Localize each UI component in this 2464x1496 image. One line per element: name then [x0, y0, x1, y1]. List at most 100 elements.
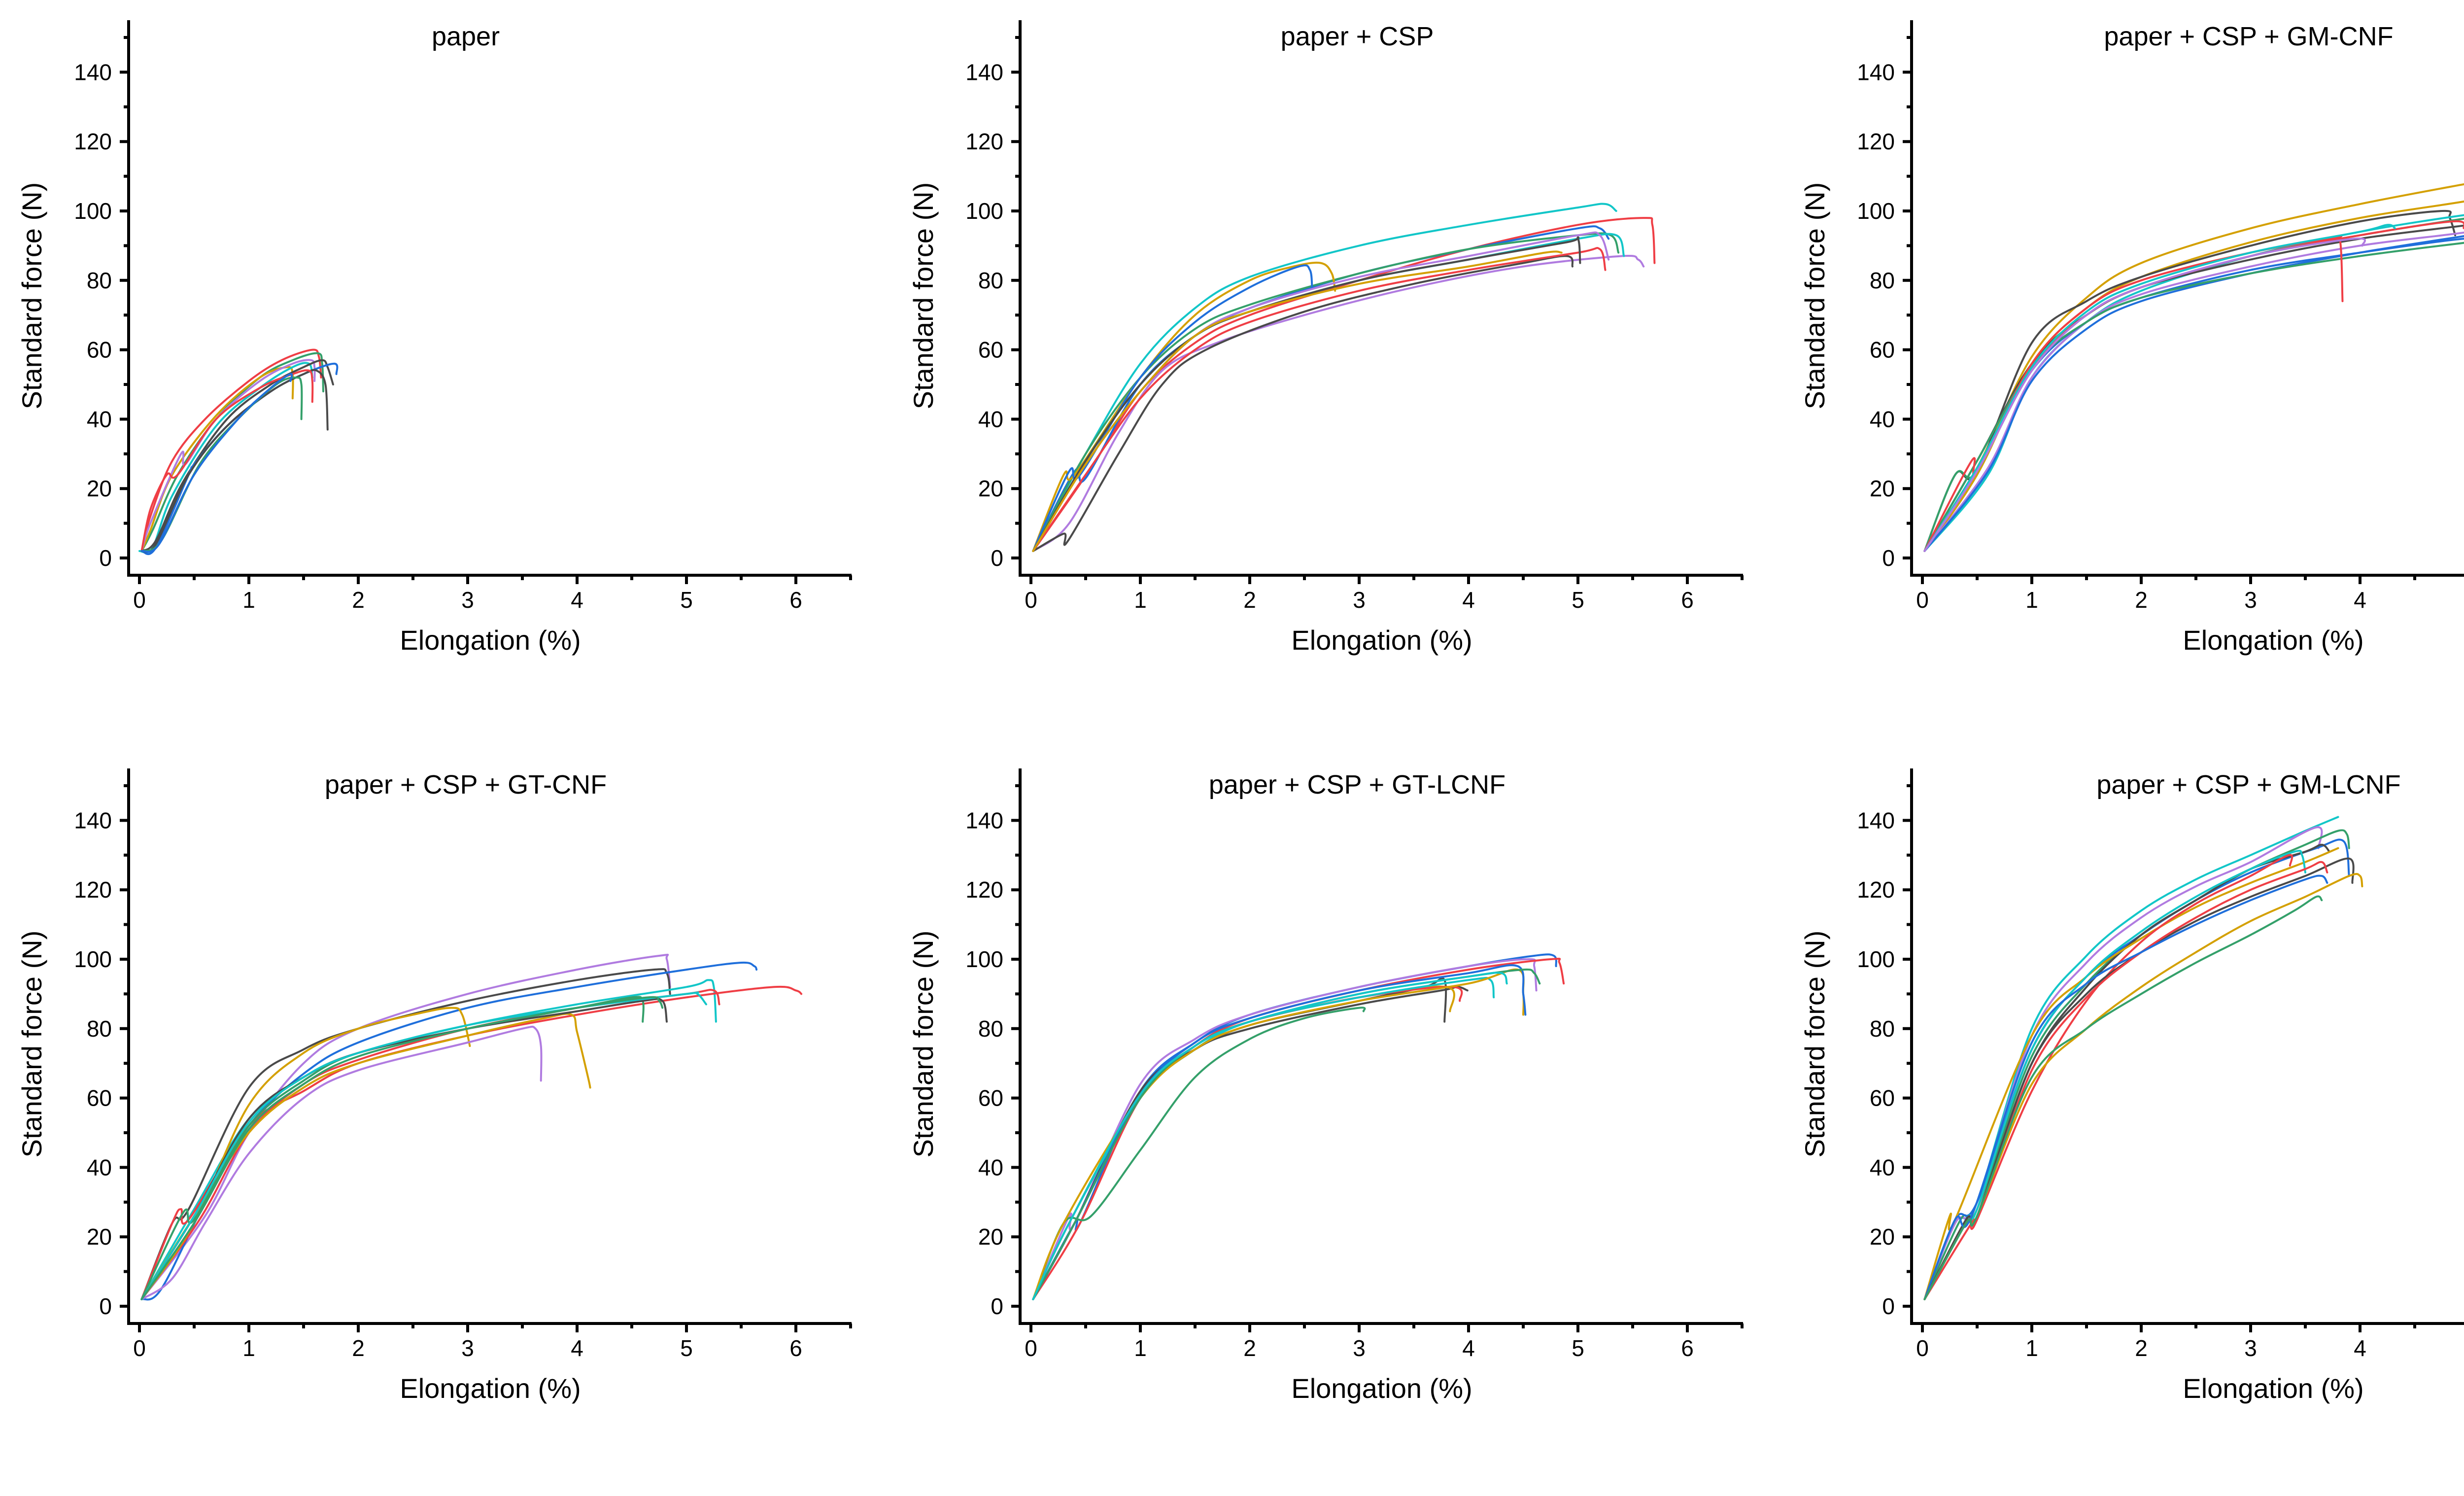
curves-group: [138, 348, 339, 556]
chart-title: paper + CSP + GM-LCNF: [2096, 770, 2400, 800]
series-line: [1032, 236, 1581, 552]
y-tick-label: 140: [965, 59, 1003, 85]
y-axis-label: Standard force (N): [908, 931, 939, 1158]
y-tick-label: 100: [1857, 946, 1895, 972]
y-tick-label: 60: [1870, 337, 1895, 363]
y-tick-label: 20: [1870, 1224, 1895, 1250]
series-line: [1923, 235, 2344, 552]
series-line: [1032, 225, 1610, 552]
series-line: [1923, 829, 2350, 1300]
x-axis-label: Elongation (%): [400, 625, 581, 656]
series-line: [1032, 985, 1455, 1300]
x-tick-label: 5: [1572, 1335, 1584, 1361]
y-tick-label: 80: [87, 1016, 112, 1042]
series-line: [1032, 986, 1463, 1300]
x-tick-label: 1: [2025, 587, 2038, 613]
curves-group: [1923, 816, 2363, 1300]
x-tick-label: 2: [2135, 1335, 2148, 1361]
x-tick-label: 1: [2025, 1335, 2038, 1361]
y-tick-label: 0: [99, 1293, 112, 1319]
series-line: [1923, 826, 2323, 1300]
x-tick-label: 3: [2244, 587, 2257, 613]
x-tick-label: 2: [2135, 587, 2148, 613]
x-tick-label: 5: [2463, 587, 2464, 613]
series-line: [1032, 977, 1447, 1300]
y-tick-label: 120: [74, 877, 112, 903]
x-tick-label: 1: [242, 1335, 255, 1361]
y-axis-label: Standard force (N): [16, 931, 47, 1158]
y-tick-label: 0: [1882, 1293, 1895, 1319]
series-line: [1923, 849, 2306, 1300]
series-line: [140, 979, 717, 1300]
x-tick-label: 0: [1916, 1335, 1929, 1361]
y-axis-label: Standard force (N): [1799, 931, 1830, 1158]
series-line: [140, 366, 294, 552]
y-tick-label: 40: [87, 406, 112, 432]
x-axis-label: Elongation (%): [1291, 625, 1472, 656]
x-tick-label: 0: [1025, 1335, 1037, 1361]
series-line: [1923, 854, 2293, 1300]
y-tick-label: 120: [1857, 877, 1895, 903]
y-tick-label: 80: [978, 1016, 1003, 1042]
chart-panel: paper + CSP + GM-CNF 0 20 40 60 80 100 120 140 0 1…: [1799, 20, 2464, 656]
chart-title: paper + CSP: [1281, 22, 1434, 51]
curves-group: [1923, 183, 2464, 552]
series-line: [140, 996, 664, 1300]
x-tick-label: 6: [1681, 587, 1694, 613]
x-tick-label: 4: [571, 1335, 583, 1361]
series-line: [1923, 209, 2457, 552]
y-tick-label: 100: [74, 198, 112, 224]
series-line: [140, 1025, 543, 1300]
x-tick-label: 3: [1353, 1335, 1366, 1361]
x-tick-label: 5: [680, 1335, 693, 1361]
y-tick-label: 0: [1882, 545, 1895, 571]
series-line: [1923, 874, 2328, 1300]
chart-title: paper + CSP + GT-LCNF: [1209, 770, 1506, 800]
y-tick-label: 20: [87, 1224, 112, 1250]
x-tick-label: 2: [352, 587, 365, 613]
series-line: [1923, 183, 2464, 552]
series-line: [140, 369, 314, 552]
y-tick-label: 20: [978, 1224, 1003, 1250]
series-line: [1032, 203, 1617, 552]
chart-panel: paper 0 20 40 60 80 100 120 140 0 1 2 3 4 5 6 Elongation…: [16, 20, 852, 656]
x-tick-label: 0: [1916, 587, 1929, 613]
y-tick-label: 40: [1870, 1154, 1895, 1180]
x-tick-label: 3: [2244, 1335, 2257, 1361]
y-tick-label: 140: [1857, 807, 1895, 833]
x-tick-label: 4: [571, 587, 583, 613]
x-tick-label: 4: [1462, 1335, 1475, 1361]
x-axis-label: Elongation (%): [1291, 1373, 1472, 1404]
series-line: [140, 352, 324, 552]
x-tick-label: 5: [680, 587, 693, 613]
y-tick-label: 60: [87, 1085, 112, 1111]
series-line: [1032, 964, 1527, 1300]
y-axis-label: Standard force (N): [908, 182, 939, 410]
y-tick-label: 120: [74, 129, 112, 154]
series-line: [1032, 231, 1610, 552]
series-line: [140, 373, 293, 553]
series-line: [1923, 838, 2350, 1300]
chart-panel: paper + CSP + GM-LCNF 0 20 40 60 80 100 120 140 0…: [1799, 768, 2464, 1404]
y-tick-label: 140: [965, 807, 1003, 833]
series-line: [1032, 976, 1495, 1300]
y-tick-label: 60: [978, 337, 1003, 363]
x-tick-label: 3: [1353, 587, 1366, 613]
y-tick-label: 100: [1857, 198, 1895, 224]
x-tick-label: 0: [133, 1335, 146, 1361]
x-tick-label: 4: [1462, 587, 1475, 613]
x-tick-label: 6: [789, 1335, 802, 1361]
y-tick-label: 100: [965, 198, 1003, 224]
x-tick-label: 1: [242, 587, 255, 613]
y-tick-label: 20: [1870, 476, 1895, 501]
x-tick-label: 6: [789, 587, 802, 613]
y-tick-label: 60: [87, 337, 112, 363]
series-line: [1032, 264, 1313, 552]
series-line: [1032, 261, 1336, 552]
series-line: [1923, 237, 2366, 552]
x-tick-label: 3: [461, 587, 474, 613]
y-tick-label: 20: [978, 476, 1003, 501]
series-line: [1923, 242, 2464, 552]
y-tick-label: 140: [74, 807, 112, 833]
